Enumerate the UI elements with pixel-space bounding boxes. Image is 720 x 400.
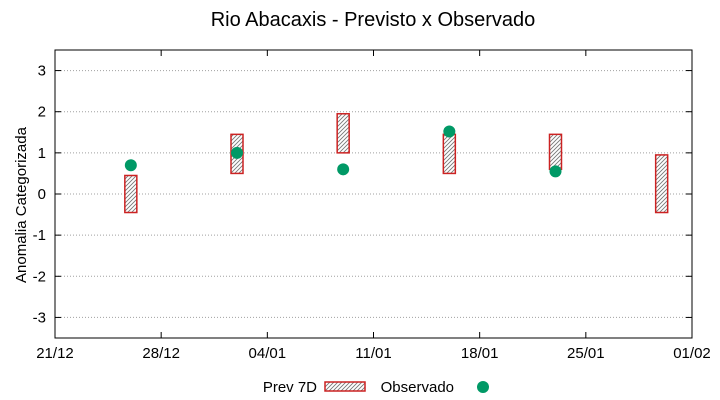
y-tick-label: 0 xyxy=(38,186,46,203)
prev-7d-range-bar xyxy=(336,113,350,154)
y-tick-label: 2 xyxy=(38,104,46,121)
observado-point xyxy=(443,125,456,138)
legend-label-observado: Observado xyxy=(381,379,454,396)
observado-point xyxy=(124,159,137,172)
y-tick-label: -1 xyxy=(33,227,46,244)
x-tick-label: 11/01 xyxy=(355,345,391,362)
x-tick-label: 18/01 xyxy=(461,345,499,362)
observado-point xyxy=(231,146,243,159)
prev-7d-range-bar xyxy=(442,133,457,175)
prev-7d-range-bar xyxy=(124,174,138,214)
chart-title: Rio Abacaxis - Previsto x Observado xyxy=(211,9,536,31)
x-tick-label: 28/12 xyxy=(142,345,180,362)
axes: -3 -2 -1 0 1 2 3 21/12 28/12 04/01 11/01 18/01 25/01… xyxy=(33,50,711,362)
x-tick-label: 25/01 xyxy=(567,345,605,362)
legend: Prev 7D Observado xyxy=(263,379,489,396)
x-tick-label: 01/02 xyxy=(673,345,711,362)
y-axis-label: Anomalia Categorizada xyxy=(13,126,30,283)
y-tick-label: -2 xyxy=(33,268,46,285)
observado-point xyxy=(337,163,350,176)
y-tick-label: 1 xyxy=(38,145,46,162)
y-tick-label: -3 xyxy=(33,309,46,326)
prev-7d-range-bar xyxy=(654,154,669,214)
prev-7d-range-bar xyxy=(548,133,563,171)
chart-marks xyxy=(124,113,669,214)
legend-label-prev: Prev 7D xyxy=(263,379,317,396)
observado-point xyxy=(549,165,562,178)
x-tick-label: 04/01 xyxy=(249,345,287,362)
legend-swatch-prev xyxy=(324,381,366,392)
legend-marker-observado xyxy=(477,381,489,393)
grid-lines xyxy=(55,70,692,318)
y-tick-label: 3 xyxy=(38,63,46,80)
x-tick-label: 21/12 xyxy=(36,345,74,362)
